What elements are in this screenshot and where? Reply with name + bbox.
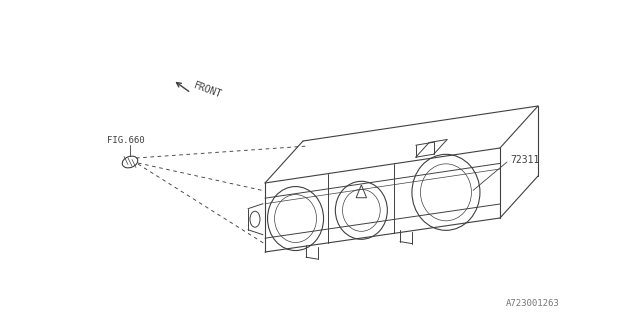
Text: 72311: 72311: [510, 155, 540, 165]
Text: FRONT: FRONT: [192, 80, 223, 100]
Text: FIG.660: FIG.660: [107, 135, 145, 145]
Text: A723001263: A723001263: [506, 299, 560, 308]
